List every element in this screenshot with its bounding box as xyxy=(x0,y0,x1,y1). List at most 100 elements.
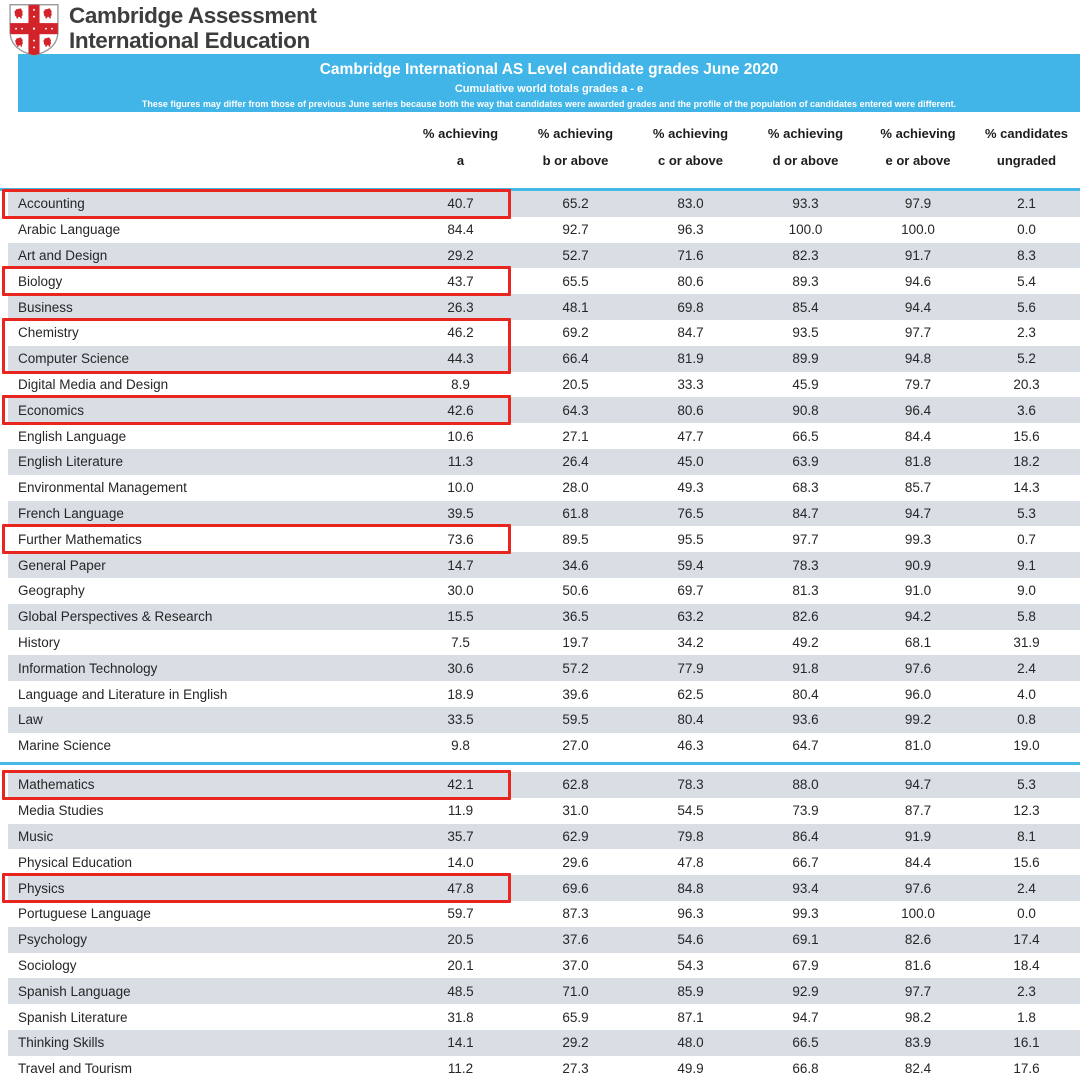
table-row: Art and Design 29.2 52.7 71.6 82.3 91.7 8.3 xyxy=(8,242,1080,269)
value-cell: 62.5 xyxy=(677,686,704,702)
value-cell: 69.6 xyxy=(562,880,589,896)
value-cell: 69.2 xyxy=(562,325,589,341)
value-cell: 81.3 xyxy=(792,583,819,599)
section-divider xyxy=(0,762,1080,773)
subject-cell: Global Perspectives & Research xyxy=(18,609,213,625)
value-cell: 79.8 xyxy=(677,829,704,845)
column-header-e-or-above: % achieving e or above xyxy=(880,126,956,168)
value-cell: 54.5 xyxy=(677,803,704,819)
value-cell: 100.0 xyxy=(901,222,935,238)
grades-table: % achieving a % achieving b or above % a… xyxy=(0,112,1080,1082)
value-cell: 89.9 xyxy=(792,351,819,367)
value-cell: 15.6 xyxy=(1013,428,1040,444)
value-cell: 87.1 xyxy=(677,1009,704,1025)
subject-cell: Art and Design xyxy=(18,247,108,263)
table-row: Geography 30.0 50.6 69.7 81.3 91.0 9.0 xyxy=(8,578,1080,604)
table-row: History 7.5 19.7 34.2 49.2 68.1 31.9 xyxy=(8,630,1080,656)
value-cell: 82.3 xyxy=(792,247,819,263)
value-cell: 2.4 xyxy=(1017,880,1036,896)
value-cell: 52.7 xyxy=(562,247,589,263)
value-cell: 26.3 xyxy=(447,299,474,315)
value-cell: 94.7 xyxy=(792,1009,819,1025)
table-row: Further Mathematics 73.6 89.5 95.5 97.7 99.3 0… xyxy=(8,526,1080,552)
table-row: Physical Education 14.0 29.6 47.8 66.7 84.4 15… xyxy=(8,849,1080,875)
value-cell: 97.7 xyxy=(904,983,932,999)
value-cell: 83.0 xyxy=(677,196,704,212)
value-cell: 48.1 xyxy=(562,299,589,315)
value-cell: 31.8 xyxy=(447,1009,474,1025)
value-cell: 17.6 xyxy=(1013,1061,1040,1077)
value-cell: 28.0 xyxy=(562,480,589,496)
value-cell: 33.3 xyxy=(677,376,704,392)
subject-cell: Travel and Tourism xyxy=(18,1061,133,1077)
value-cell: 80.4 xyxy=(792,686,819,702)
value-cell: 49.3 xyxy=(677,480,704,496)
value-cell: 46.3 xyxy=(677,738,704,754)
masthead: Cambridge Assessment International Educa… xyxy=(0,0,1080,56)
table-row: Physics 47.8 69.6 84.8 93.4 97.6 2.4 xyxy=(8,875,1080,902)
value-cell: 82.6 xyxy=(792,609,819,625)
value-cell: 100.0 xyxy=(788,222,823,238)
value-cell: 43.7 xyxy=(447,273,474,289)
value-cell: 65.9 xyxy=(562,1009,589,1025)
subject-cell: Digital Media and Design xyxy=(18,376,169,392)
value-cell: 19.7 xyxy=(562,634,589,650)
value-cell: 94.2 xyxy=(904,609,932,625)
value-cell: 65.5 xyxy=(562,273,589,289)
value-cell: 85.4 xyxy=(792,299,819,315)
value-cell: 54.6 xyxy=(677,932,704,948)
subject-cell: Media Studies xyxy=(18,803,104,819)
value-cell: 84.4 xyxy=(904,428,932,444)
value-cell: 94.7 xyxy=(904,777,932,793)
value-cell: 8.3 xyxy=(1017,247,1036,263)
logo-line2: International Education xyxy=(69,27,310,53)
table-header-row: % achieving a % achieving b or above % a… xyxy=(8,112,1080,188)
value-cell: 45.9 xyxy=(792,376,819,392)
value-cell: 26.4 xyxy=(562,454,589,470)
table-row: Global Perspectives & Research 15.5 36.5 63… xyxy=(8,603,1080,630)
value-cell: 20.1 xyxy=(447,958,474,973)
value-cell: 18.4 xyxy=(1013,958,1040,973)
column-header-b-or-above: % achieving b or above xyxy=(537,126,614,168)
value-cell: 9.8 xyxy=(451,738,470,754)
table-row: Biology 43.7 65.5 80.6 89.3 94.6 5.4 xyxy=(8,268,1080,294)
banner-note: These figures may differ from those of p… xyxy=(141,99,957,109)
value-cell: 29.6 xyxy=(562,854,589,870)
value-cell: 5.3 xyxy=(1017,505,1036,521)
value-cell: 99.3 xyxy=(792,906,819,922)
value-cell: 93.5 xyxy=(792,325,819,341)
value-cell: 96.3 xyxy=(677,222,704,238)
value-cell: 95.5 xyxy=(677,531,704,547)
value-cell: 17.4 xyxy=(1013,932,1040,948)
value-cell: 19.0 xyxy=(1013,738,1040,754)
value-cell: 11.9 xyxy=(447,803,474,819)
value-cell: 84.8 xyxy=(677,880,704,896)
value-cell: 59.5 xyxy=(562,712,589,728)
value-cell: 64.3 xyxy=(562,402,589,418)
subject-cell: Biology xyxy=(18,273,63,289)
value-cell: 10.0 xyxy=(447,480,474,496)
value-cell: 66.5 xyxy=(792,1035,819,1051)
subject-cell: Spanish Language xyxy=(18,983,131,999)
table-row: English Literature 11.3 26.4 45.0 63.9 81.8 18… xyxy=(8,448,1080,475)
value-cell: 49.2 xyxy=(792,634,819,650)
value-cell: 20.5 xyxy=(562,376,589,392)
table-row: Arabic Language 84.4 92.7 96.3 100.0 100.0 0.0 xyxy=(8,217,1080,243)
title-banner: Cambridge International AS Level candida… xyxy=(18,54,1080,112)
column-header-c-or-above: % achieving c or above xyxy=(652,126,729,168)
value-cell: 33.5 xyxy=(447,712,474,728)
table-row: Information Technology 30.6 57.2 77.9 91.8 97… xyxy=(8,655,1080,682)
value-cell: 5.3 xyxy=(1017,777,1036,793)
value-cell: 9.1 xyxy=(1017,557,1036,573)
value-cell: 35.7 xyxy=(447,829,474,845)
value-cell: 92.7 xyxy=(562,222,589,238)
value-cell: 42.1 xyxy=(447,777,474,793)
column-header-d-or-above: % achieving d or above xyxy=(767,126,844,168)
value-cell: 47.8 xyxy=(677,854,704,870)
value-cell: 71.0 xyxy=(562,983,589,999)
value-cell: 14.0 xyxy=(447,854,474,870)
value-cell: 59.7 xyxy=(447,906,474,922)
value-cell: 31.0 xyxy=(562,803,589,819)
value-cell: 84.4 xyxy=(904,854,932,870)
value-cell: 2.3 xyxy=(1017,325,1036,341)
